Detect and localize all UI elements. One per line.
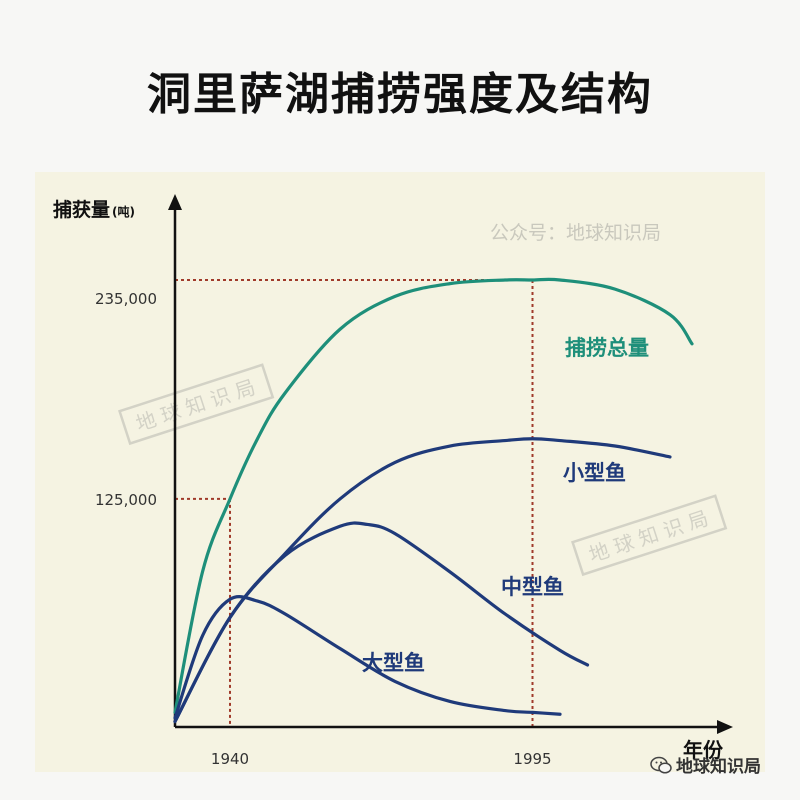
footer-brand-text: 地球知识局 bbox=[676, 757, 761, 777]
series-line-medium bbox=[173, 521, 590, 724]
y-tick-label: 125,000 bbox=[95, 491, 157, 509]
y-axis bbox=[168, 194, 182, 727]
watermark-text: 公众号：地球知识局 bbox=[490, 222, 661, 244]
footer-brand: 地球知识局 bbox=[650, 752, 761, 777]
series-line-total bbox=[173, 277, 694, 715]
y-tick-label: 235,000 bbox=[95, 290, 157, 308]
chart-panel: 公众号：地球知识局 地球知识局 地球知识局 捕获量 (吨) 年份 1940 1995… bbox=[35, 172, 765, 772]
stamp-watermark: 地球知识局 bbox=[118, 363, 275, 446]
x-tick-label: 1995 bbox=[513, 750, 551, 768]
axis-ticks: 1940 1995 125,000 235,000 bbox=[95, 290, 552, 768]
stamp-watermark: 地球知识局 bbox=[571, 494, 728, 577]
x-axis-label: 年份 bbox=[683, 738, 724, 762]
y-axis-arrow-icon bbox=[168, 194, 182, 210]
stamp-watermark-text: 地球知识局 bbox=[133, 373, 264, 436]
series-lines bbox=[173, 277, 694, 724]
series-label-large: 大型鱼 bbox=[362, 651, 425, 675]
y-axis-label-text: 捕获量 bbox=[53, 198, 110, 221]
y-axis-label: 捕获量 (吨) bbox=[53, 198, 135, 221]
line-chart: 公众号：地球知识局 地球知识局 地球知识局 捕获量 (吨) 年份 1940 1995… bbox=[53, 194, 733, 768]
stamp-watermark-text: 地球知识局 bbox=[586, 504, 717, 567]
series-line-large bbox=[173, 595, 562, 720]
series-label-medium: 中型鱼 bbox=[501, 575, 564, 599]
x-tick-label: 1940 bbox=[211, 750, 249, 768]
x-axis bbox=[175, 720, 733, 734]
y-axis-unit: (吨) bbox=[112, 204, 135, 219]
wechat-icon bbox=[650, 756, 672, 774]
x-axis-arrow-icon bbox=[717, 720, 733, 734]
guide-lines bbox=[175, 278, 534, 727]
series-label-small: 小型鱼 bbox=[563, 461, 626, 485]
series-label-total: 捕捞总量 bbox=[565, 336, 649, 360]
page-title: 洞里萨湖捕捞强度及结构 bbox=[147, 69, 653, 120]
